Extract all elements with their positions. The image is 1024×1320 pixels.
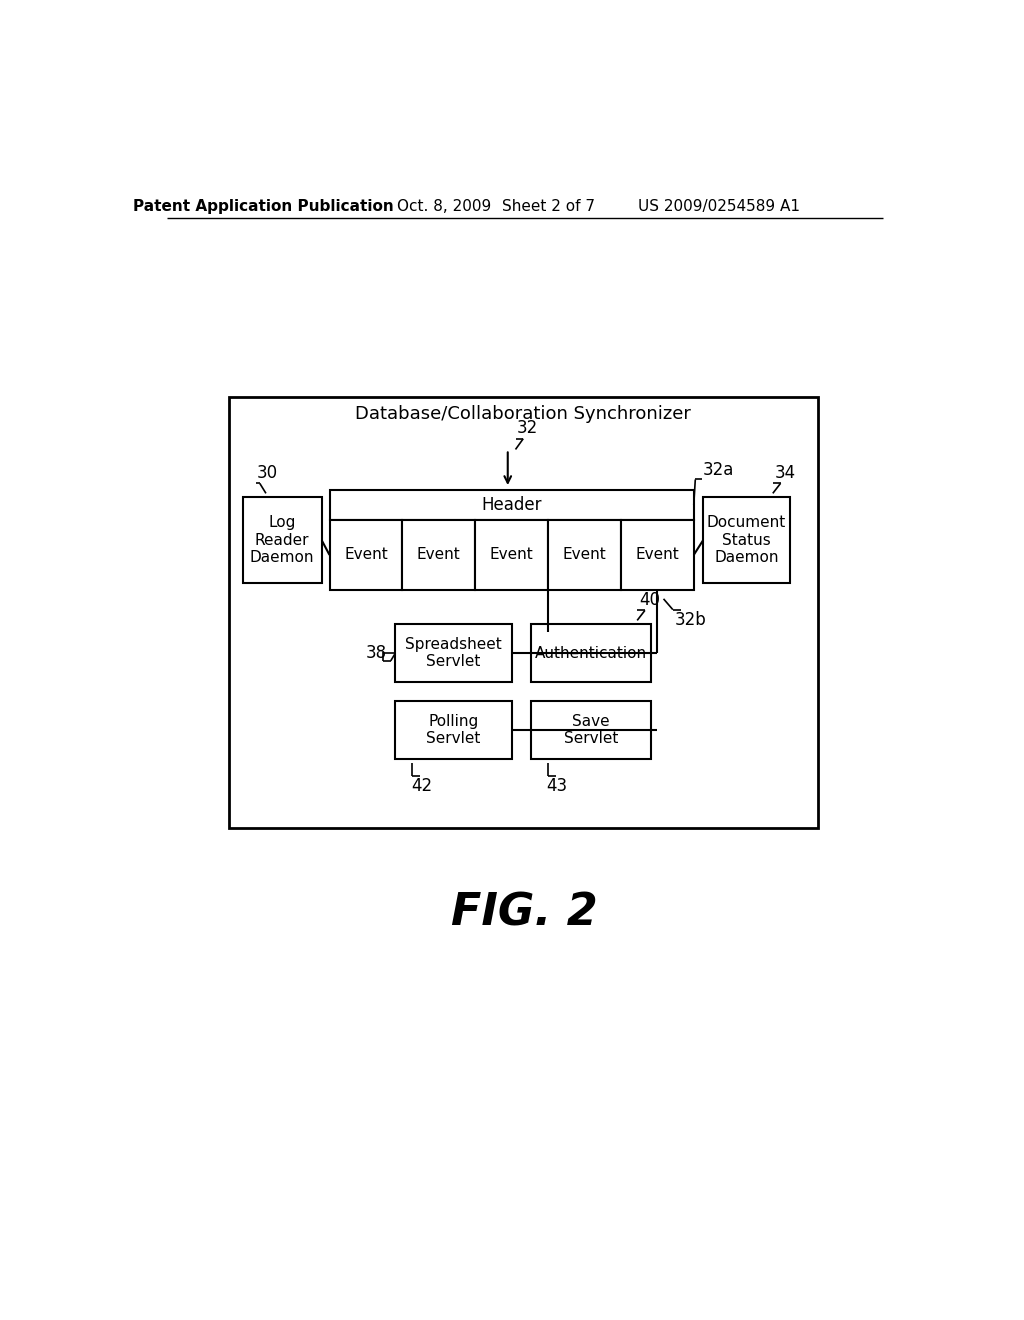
Text: 42: 42	[411, 777, 432, 795]
Text: Save
Servlet: Save Servlet	[564, 714, 618, 746]
Text: Event: Event	[417, 548, 461, 562]
Bar	[395, 701, 512, 759]
Bar	[243, 498, 322, 583]
Bar	[621, 520, 693, 590]
Text: Event: Event	[344, 548, 388, 562]
Text: Oct. 8, 2009: Oct. 8, 2009	[397, 198, 492, 214]
Text: Event: Event	[636, 548, 679, 562]
Text: 30: 30	[257, 463, 278, 482]
Text: US 2009/0254589 A1: US 2009/0254589 A1	[638, 198, 800, 214]
Text: Spreadsheet
Servlet: Spreadsheet Servlet	[406, 638, 502, 669]
Text: 32b: 32b	[675, 611, 707, 630]
Bar	[548, 520, 621, 590]
Bar	[475, 520, 548, 590]
Text: Document
Status
Daemon: Document Status Daemon	[707, 515, 786, 565]
Bar	[395, 624, 512, 682]
Text: 32: 32	[517, 418, 539, 437]
Text: 38: 38	[366, 644, 387, 663]
Text: Sheet 2 of 7: Sheet 2 of 7	[503, 198, 595, 214]
Bar	[228, 397, 818, 829]
Bar	[531, 701, 651, 759]
Text: 40: 40	[640, 590, 660, 609]
Text: 32a: 32a	[703, 461, 734, 479]
Text: Authentication: Authentication	[535, 645, 647, 660]
Text: Log
Reader
Daemon: Log Reader Daemon	[250, 515, 314, 565]
Text: Patent Application Publication: Patent Application Publication	[133, 198, 394, 214]
Text: Polling
Servlet: Polling Servlet	[426, 714, 480, 746]
Text: Event: Event	[562, 548, 606, 562]
Bar	[703, 498, 790, 583]
Bar	[330, 490, 693, 520]
Text: 34: 34	[774, 463, 796, 482]
Bar	[330, 520, 402, 590]
Text: FIG. 2: FIG. 2	[452, 891, 598, 935]
Bar	[402, 520, 475, 590]
Text: Header: Header	[481, 496, 542, 513]
Text: 43: 43	[547, 777, 567, 795]
Text: Database/Collaboration Synchronizer: Database/Collaboration Synchronizer	[355, 405, 691, 422]
Text: Event: Event	[489, 548, 534, 562]
Bar	[531, 624, 651, 682]
